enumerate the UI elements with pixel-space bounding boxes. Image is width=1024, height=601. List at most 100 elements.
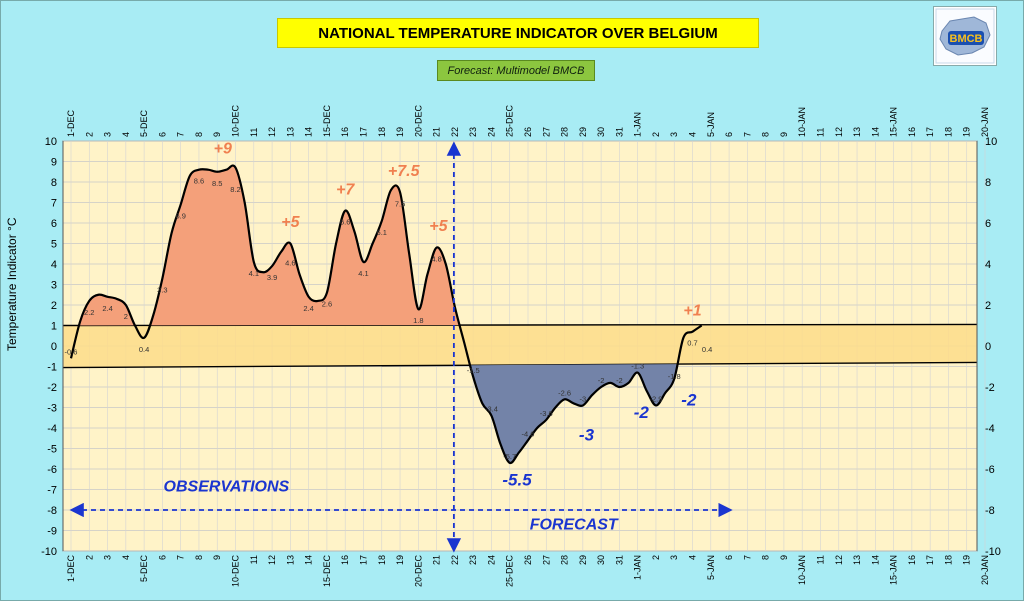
x-tick-label-top: 9 bbox=[779, 132, 789, 137]
y-tick-label-right: -8 bbox=[985, 505, 995, 517]
data-point-label: 3.9 bbox=[267, 273, 277, 282]
x-tick-label-top: 10-JAN bbox=[797, 107, 807, 137]
x-tick-label-bottom: 5-JAN bbox=[706, 555, 716, 580]
x-tick-label-bottom: 21 bbox=[432, 555, 442, 565]
x-tick-label-bottom: 22 bbox=[450, 555, 460, 565]
x-tick-label-top: 27 bbox=[541, 127, 551, 137]
y-tick-label-left: -4 bbox=[47, 423, 57, 435]
data-point-label: -3 bbox=[580, 394, 587, 403]
x-tick-label-bottom: 6 bbox=[157, 555, 167, 560]
data-point-label: 6.6 bbox=[340, 218, 350, 227]
x-tick-label-top: 6 bbox=[157, 132, 167, 137]
x-tick-label-top: 2 bbox=[84, 132, 94, 137]
x-tick-label-top: 11 bbox=[249, 128, 259, 137]
y-tick-label-right: -6 bbox=[985, 464, 995, 476]
data-point-label: 0.4 bbox=[139, 345, 149, 354]
x-tick-label-bottom: 27 bbox=[541, 555, 551, 565]
data-point-label: -2.6 bbox=[558, 388, 571, 397]
data-point-label: -2.9 bbox=[649, 394, 662, 403]
y-tick-label-left: -3 bbox=[47, 403, 57, 415]
x-tick-label-bottom: 26 bbox=[523, 555, 533, 565]
x-tick-label-bottom: 24 bbox=[486, 555, 496, 565]
x-tick-label-top: 5-JAN bbox=[706, 112, 716, 137]
y-tick-label-right: 6 bbox=[985, 218, 991, 230]
x-tick-label-top: 15-JAN bbox=[889, 107, 899, 137]
x-tick-label-top: 14 bbox=[304, 127, 314, 137]
y-tick-label-right: 4 bbox=[985, 259, 991, 271]
x-tick-label-top: 1-DEC bbox=[66, 109, 76, 137]
warm-peak-annotation: +7.5 bbox=[388, 163, 421, 180]
y-tick-label-left: 9 bbox=[51, 157, 57, 169]
x-tick-label-top: 18 bbox=[943, 127, 953, 137]
x-tick-label-bottom: 6 bbox=[724, 555, 734, 560]
warm-peak-annotation: +5 bbox=[429, 218, 448, 235]
svg-text:BMCB: BMCB bbox=[950, 33, 983, 45]
x-tick-label-bottom: 10-DEC bbox=[231, 555, 241, 588]
x-tick-label-top: 5-DEC bbox=[139, 109, 149, 137]
x-tick-label-bottom: 2 bbox=[84, 555, 94, 560]
x-tick-label-bottom: 14 bbox=[304, 555, 314, 565]
x-tick-label-bottom: 7 bbox=[742, 555, 752, 560]
x-tick-label-bottom: 8 bbox=[194, 555, 204, 560]
data-point-label: 2 bbox=[124, 312, 128, 321]
x-tick-label-bottom: 23 bbox=[468, 555, 478, 565]
y-tick-label-left: 4 bbox=[51, 259, 57, 271]
data-point-label: 8.2 bbox=[230, 185, 240, 194]
data-point-label: -1.3 bbox=[631, 362, 644, 371]
x-tick-label-top: 22 bbox=[450, 127, 460, 137]
x-tick-label-bottom: 13 bbox=[852, 555, 862, 565]
warm-peak-annotation: +1 bbox=[683, 302, 701, 319]
x-tick-label-top: 16 bbox=[340, 127, 350, 137]
x-tick-label-top: 12 bbox=[834, 127, 844, 137]
x-tick-label-top: 1-JAN bbox=[633, 112, 643, 137]
x-tick-label-bottom: 28 bbox=[560, 555, 570, 565]
x-tick-label-bottom: 14 bbox=[870, 555, 880, 565]
climate-band bbox=[63, 324, 977, 368]
data-point-label: 3.3 bbox=[157, 285, 167, 294]
x-tick-label-bottom: 11 bbox=[249, 555, 259, 564]
warm-peak-annotation: +5 bbox=[281, 214, 300, 231]
y-tick-label-left: 5 bbox=[51, 239, 57, 251]
data-point-label: 8.6 bbox=[194, 177, 204, 186]
x-tick-label-bottom: 4 bbox=[121, 555, 131, 560]
x-tick-label-top: 16 bbox=[907, 127, 917, 137]
y-tick-label-left: -9 bbox=[47, 526, 57, 538]
y-tick-label-left: 10 bbox=[45, 136, 57, 148]
x-tick-label-top: 26 bbox=[523, 127, 533, 137]
warm-peak-annotation: +9 bbox=[214, 140, 232, 157]
y-tick-label-left: -10 bbox=[41, 546, 57, 558]
data-point-label: -3.4 bbox=[485, 405, 498, 414]
negative-anomaly-area bbox=[71, 362, 702, 463]
x-tick-label-bottom: 15-JAN bbox=[889, 555, 899, 585]
y-tick-label-left: -2 bbox=[47, 382, 57, 394]
x-tick-label-bottom: 2 bbox=[651, 555, 661, 560]
x-tick-label-bottom: 13 bbox=[285, 555, 295, 565]
x-tick-label-bottom: 4 bbox=[688, 555, 698, 560]
x-tick-label-bottom: 5-DEC bbox=[139, 555, 149, 583]
chart-subtitle: Forecast: Multimodel BMCB bbox=[437, 60, 595, 81]
x-tick-label-top: 12 bbox=[267, 127, 277, 137]
y-tick-label-left: 7 bbox=[51, 198, 57, 210]
y-tick-label-left: 6 bbox=[51, 218, 57, 230]
x-tick-label-bottom: 16 bbox=[340, 555, 350, 565]
data-point-label: 0.7 bbox=[687, 339, 697, 348]
observations-label: OBSERVATIONS bbox=[164, 479, 290, 496]
y-tick-label-left: -1 bbox=[47, 362, 57, 374]
x-tick-label-top: 20-JAN bbox=[980, 107, 990, 137]
data-point-label: 1.8 bbox=[413, 316, 423, 325]
x-tick-label-top: 6 bbox=[724, 132, 734, 137]
x-tick-label-bottom: 30 bbox=[596, 555, 606, 565]
x-tick-label-bottom: 1-DEC bbox=[66, 555, 76, 583]
cold-peak-annotation: -3 bbox=[579, 425, 595, 444]
x-tick-label-top: 11 bbox=[815, 128, 825, 137]
y-axis-label: Temperature Indicator °C bbox=[5, 217, 19, 351]
x-tick-label-bottom: 3 bbox=[669, 555, 679, 560]
y-tick-label-right: 0 bbox=[985, 341, 991, 353]
x-tick-label-bottom: 3 bbox=[103, 555, 113, 560]
cold-peak-annotation: -2 bbox=[681, 390, 697, 409]
x-tick-label-top: 9 bbox=[212, 132, 222, 137]
chart-title: NATIONAL TEMPERATURE INDICATOR OVER BELG… bbox=[277, 18, 759, 48]
x-tick-label-bottom: 19 bbox=[395, 555, 405, 565]
data-point-label: 7.5 bbox=[395, 199, 405, 208]
